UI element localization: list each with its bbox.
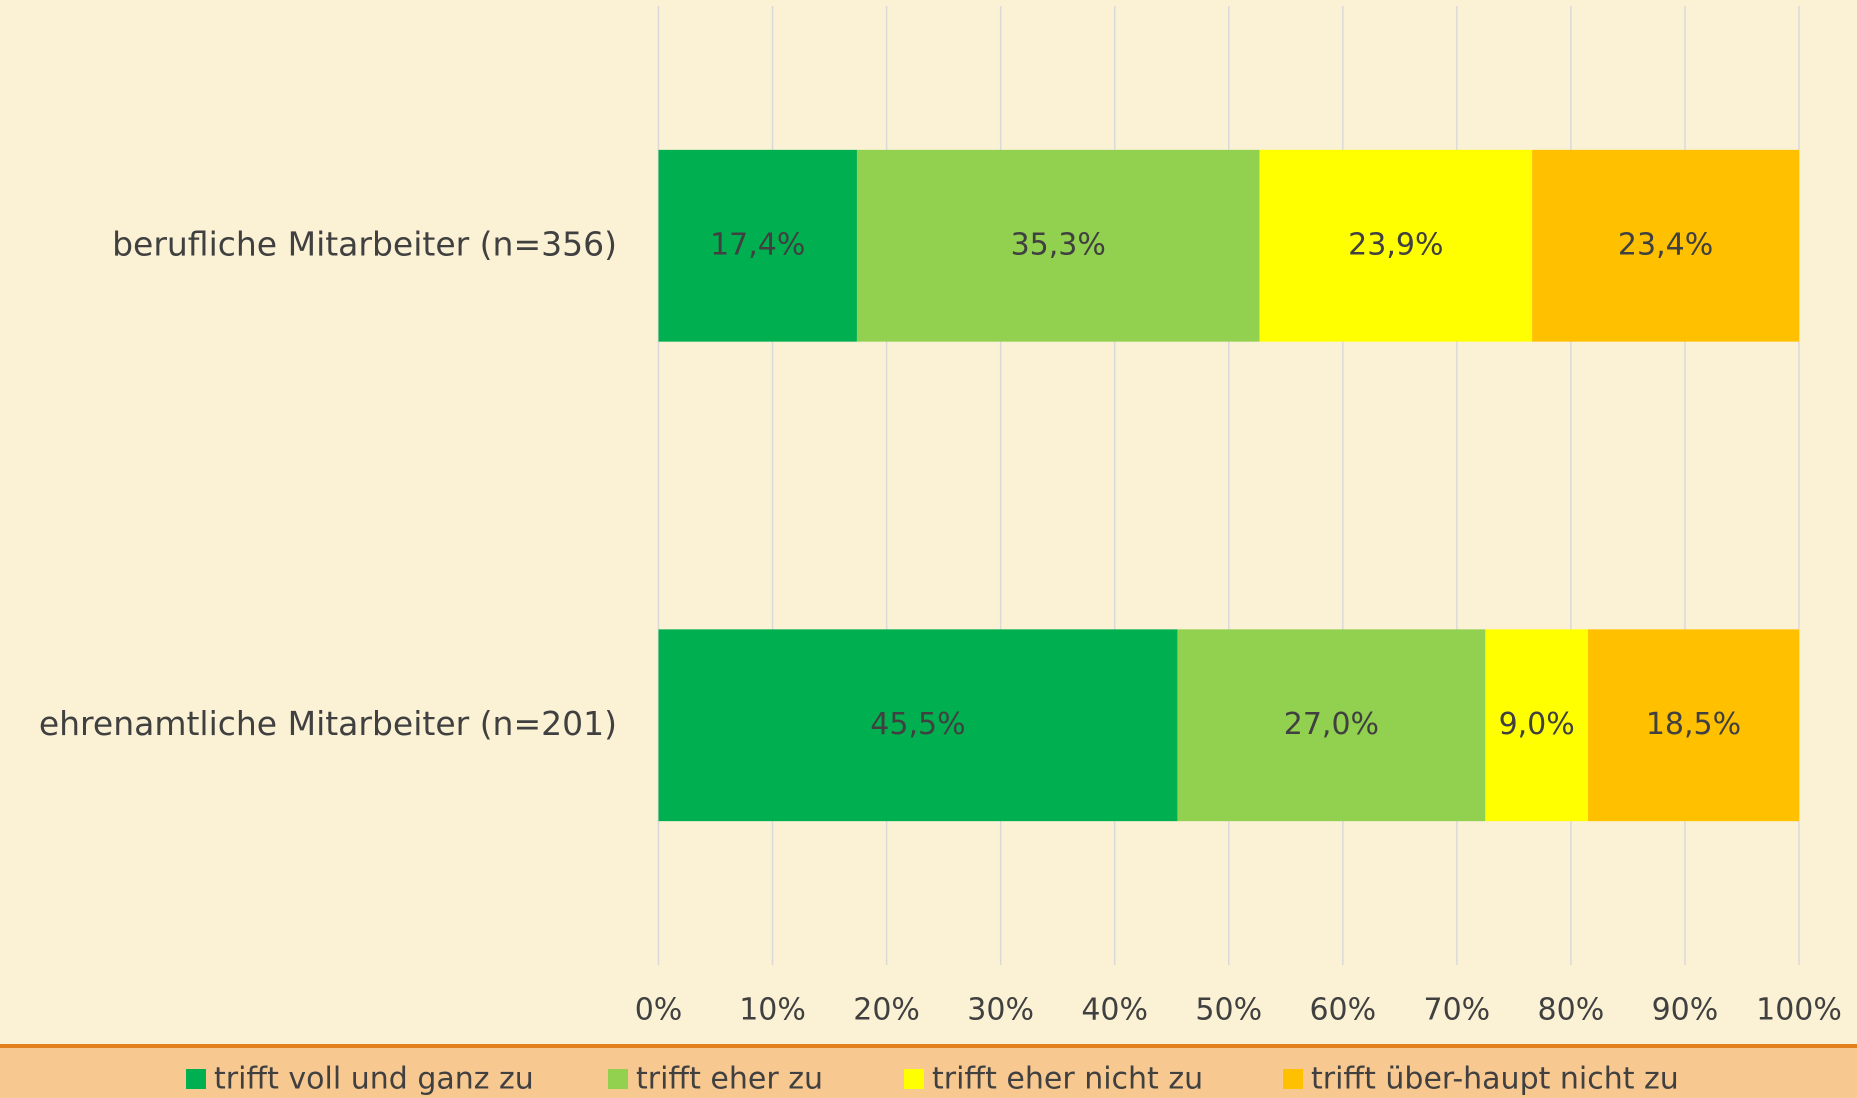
data-label: 23,9% bbox=[1348, 227, 1443, 262]
bar-segment bbox=[1177, 629, 1486, 822]
legend-label: trifft eher zu bbox=[636, 1062, 823, 1097]
data-label: 23,4% bbox=[1618, 227, 1713, 262]
legend-label: trifft über-haupt nicht zu bbox=[1311, 1062, 1679, 1097]
data-label: 35,3% bbox=[1011, 227, 1106, 262]
x-tick-label: 20% bbox=[853, 993, 920, 1028]
x-tick-label: 0% bbox=[635, 993, 683, 1028]
x-tick-label: 40% bbox=[1081, 993, 1148, 1028]
x-tick-label: 90% bbox=[1652, 993, 1719, 1028]
legend-label: trifft voll und ganz zu bbox=[214, 1062, 534, 1097]
legend-swatch bbox=[608, 1069, 628, 1089]
data-label: 9,0% bbox=[1499, 707, 1575, 742]
x-tick-label: 100% bbox=[1756, 993, 1842, 1028]
data-label: 17,4% bbox=[710, 227, 805, 262]
bar-segment bbox=[658, 629, 1178, 822]
bar-segment bbox=[1259, 149, 1533, 342]
x-tick-label: 10% bbox=[739, 993, 806, 1028]
data-label: 18,5% bbox=[1646, 707, 1741, 742]
legend-band bbox=[0, 1046, 1857, 1098]
x-tick-label: 60% bbox=[1309, 993, 1376, 1028]
x-tick-label: 30% bbox=[967, 993, 1034, 1028]
data-label: 45,5% bbox=[870, 707, 965, 742]
legend-label: trifft eher nicht zu bbox=[932, 1062, 1203, 1097]
category-label: berufliche Mitarbeiter (n=356) bbox=[112, 224, 617, 263]
bar-segment bbox=[1485, 629, 1589, 822]
bar-segment bbox=[1588, 629, 1799, 822]
x-tick-label: 70% bbox=[1424, 993, 1491, 1028]
x-tick-label: 80% bbox=[1538, 993, 1605, 1028]
x-tick-label: 50% bbox=[1195, 993, 1262, 1028]
bar-segment bbox=[856, 149, 1260, 342]
legend-swatch bbox=[186, 1069, 206, 1089]
bar-segment bbox=[1532, 149, 1799, 342]
data-label: 27,0% bbox=[1284, 707, 1379, 742]
category-label: ehrenamtliche Mitarbeiter (n=201) bbox=[39, 704, 617, 743]
legend-swatch bbox=[904, 1069, 924, 1089]
legend-swatch bbox=[1283, 1069, 1303, 1089]
bar-segment bbox=[658, 149, 857, 342]
